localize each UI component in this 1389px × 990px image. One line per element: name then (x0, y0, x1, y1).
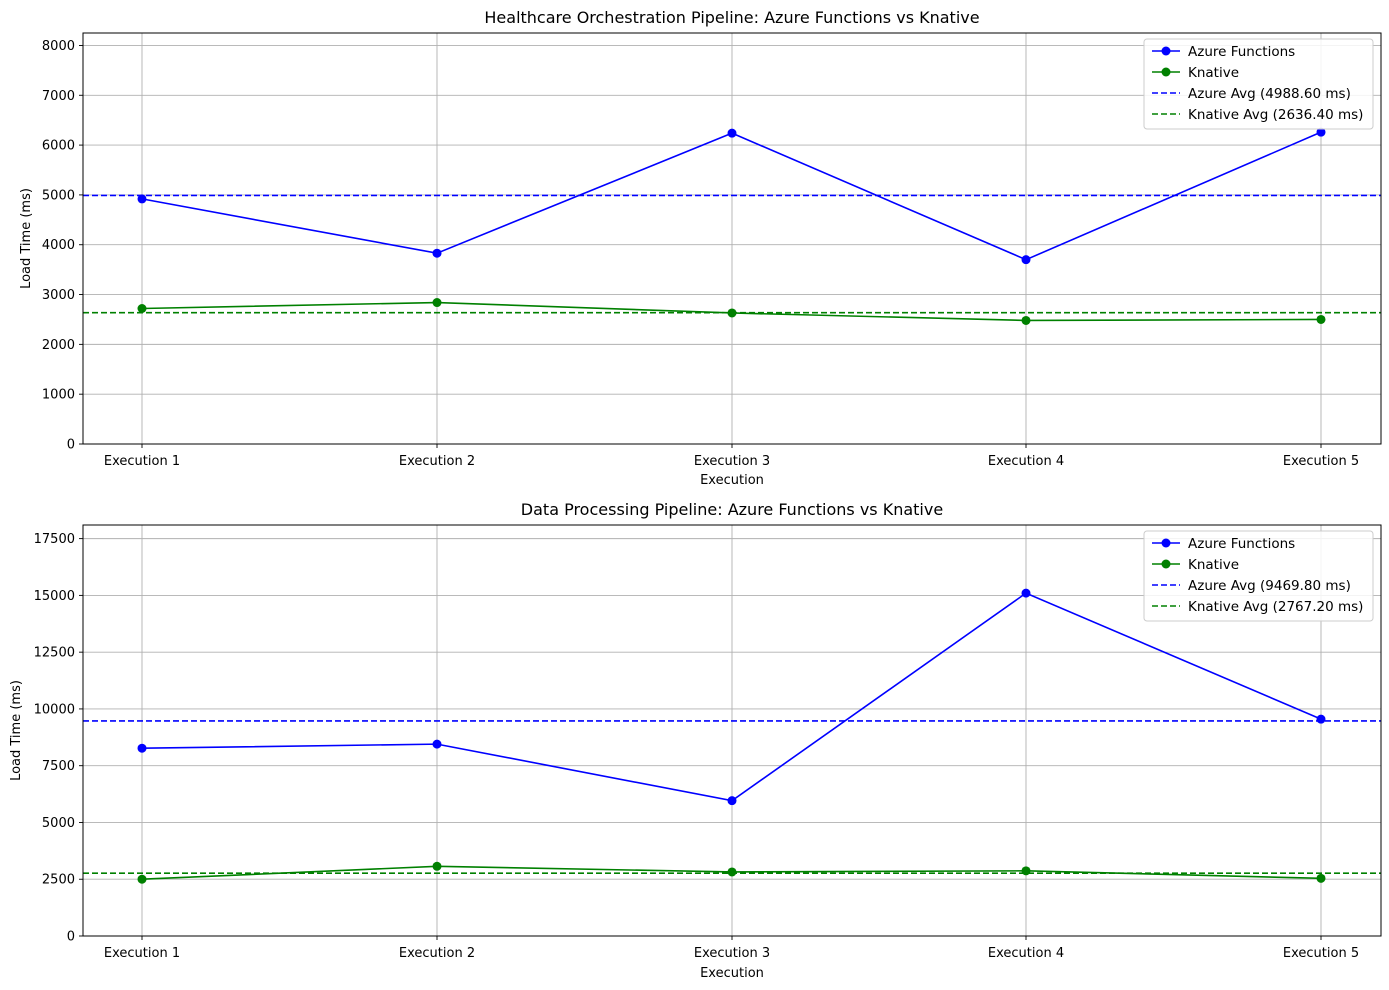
x-axis-label: Execution (700, 966, 764, 981)
y-tick-label: 8000 (42, 39, 75, 54)
data-point-knative (137, 303, 147, 313)
data-point-azure (727, 128, 737, 138)
x-tick-label: Execution 2 (399, 946, 475, 961)
data-point-knative (137, 874, 147, 884)
legend-entry-label: Knative Avg (2767.20 ms) (1188, 599, 1363, 615)
data-point-azure (432, 739, 442, 749)
y-tick-label: 5000 (42, 816, 75, 831)
legend-entry-label: Knative (1188, 557, 1239, 573)
y-axis-label: Load Time (ms) (9, 680, 24, 781)
legend-swatch-marker (1161, 67, 1171, 77)
y-tick-label: 12500 (34, 646, 75, 661)
data-point-knative (727, 867, 737, 877)
data-point-knative (1021, 315, 1031, 325)
data-point-azure (137, 194, 147, 204)
legend-swatch-marker (1161, 46, 1171, 56)
x-axis: Execution 1 Execution 2 Execution 3 Executi… (104, 444, 1359, 469)
x-axis: Execution 1 Execution 2 Execution 3 Executi… (104, 936, 1359, 961)
legend: Azure Functions Knative Azure Avg (4988.60… (1143, 38, 1374, 130)
x-tick-label: Execution 1 (104, 946, 180, 961)
x-tick-label: Execution 3 (694, 946, 770, 961)
data-point-azure (727, 796, 737, 806)
y-axis-label: Load Time (ms) (19, 188, 34, 289)
legend-entry-label: Azure Avg (9469.80 ms) (1188, 578, 1351, 594)
y-tick-label: 10000 (34, 702, 75, 717)
y-tick-label: 0 (67, 438, 75, 453)
data-point-azure (1021, 588, 1031, 598)
plot-frame (82, 524, 1382, 937)
legend-box (1143, 530, 1374, 622)
data-point-azure (1316, 127, 1326, 137)
y-tick-label: 15000 (34, 589, 75, 604)
legend-entry-label: Knative Avg (2636.40 ms) (1188, 107, 1363, 123)
data-point-knative (1316, 873, 1326, 883)
y-tick-label: 6000 (42, 139, 75, 154)
legend-entry-label: Azure Functions (1188, 536, 1295, 552)
legend: Azure Functions Knative Azure Avg (9469.80… (1143, 530, 1374, 622)
data-point-knative (727, 308, 737, 318)
y-tick-label: 3000 (42, 288, 75, 303)
legend-swatch-marker (1161, 559, 1171, 569)
y-tick-label: 4000 (42, 238, 75, 253)
y-tick-label: 2000 (42, 338, 75, 353)
y-tick-label: 0 (67, 930, 75, 945)
chart-title: Healthcare Orchestration Pipeline: Azure… (484, 8, 979, 27)
legend-swatch-marker (1161, 538, 1171, 548)
legend-entry-label: Knative (1188, 65, 1239, 81)
x-tick-label: Execution 5 (1283, 454, 1359, 469)
x-tick-label: Execution 3 (694, 454, 770, 469)
y-tick-label: 7000 (42, 89, 75, 104)
chart-panel-2: 0 2500 5000 7500 10000 12500 15000 17500 Executi… (9, 500, 1382, 981)
y-axis: 0 1000 2000 3000 4000 5000 6000 7000 8000 (42, 39, 83, 453)
data-point-knative (1021, 866, 1031, 876)
y-tick-label: 5000 (42, 188, 75, 203)
data-point-azure (1316, 714, 1326, 724)
y-axis: 0 2500 5000 7500 10000 12500 15000 17500 (34, 532, 83, 945)
y-tick-label: 17500 (34, 532, 75, 547)
x-tick-label: Execution 2 (399, 454, 475, 469)
data-point-knative (432, 298, 442, 308)
series-line-azure (141, 592, 1322, 802)
chart-panel-1: 0 1000 2000 3000 4000 5000 6000 7000 8000 Executi… (19, 8, 1382, 488)
y-tick-label: 7500 (42, 759, 75, 774)
x-tick-label: Execution 4 (988, 946, 1064, 961)
x-axis-label: Execution (700, 473, 764, 488)
data-point-azure (1021, 255, 1031, 265)
data-point-azure (432, 248, 442, 258)
data-point-knative (432, 861, 442, 871)
plot-frame (82, 32, 1382, 445)
y-tick-label: 1000 (42, 388, 75, 403)
legend-entry-label: Azure Functions (1188, 44, 1295, 60)
data-point-knative (1316, 314, 1326, 324)
y-tick-label: 2500 (42, 873, 75, 888)
x-tick-label: Execution 1 (104, 454, 180, 469)
legend-entry-label: Azure Avg (4988.60 ms) (1188, 86, 1351, 102)
x-tick-label: Execution 4 (988, 454, 1064, 469)
legend-box (1143, 38, 1374, 130)
x-tick-label: Execution 5 (1283, 946, 1359, 961)
chart-title: Data Processing Pipeline: Azure Function… (521, 500, 943, 519)
data-point-azure (137, 743, 147, 753)
